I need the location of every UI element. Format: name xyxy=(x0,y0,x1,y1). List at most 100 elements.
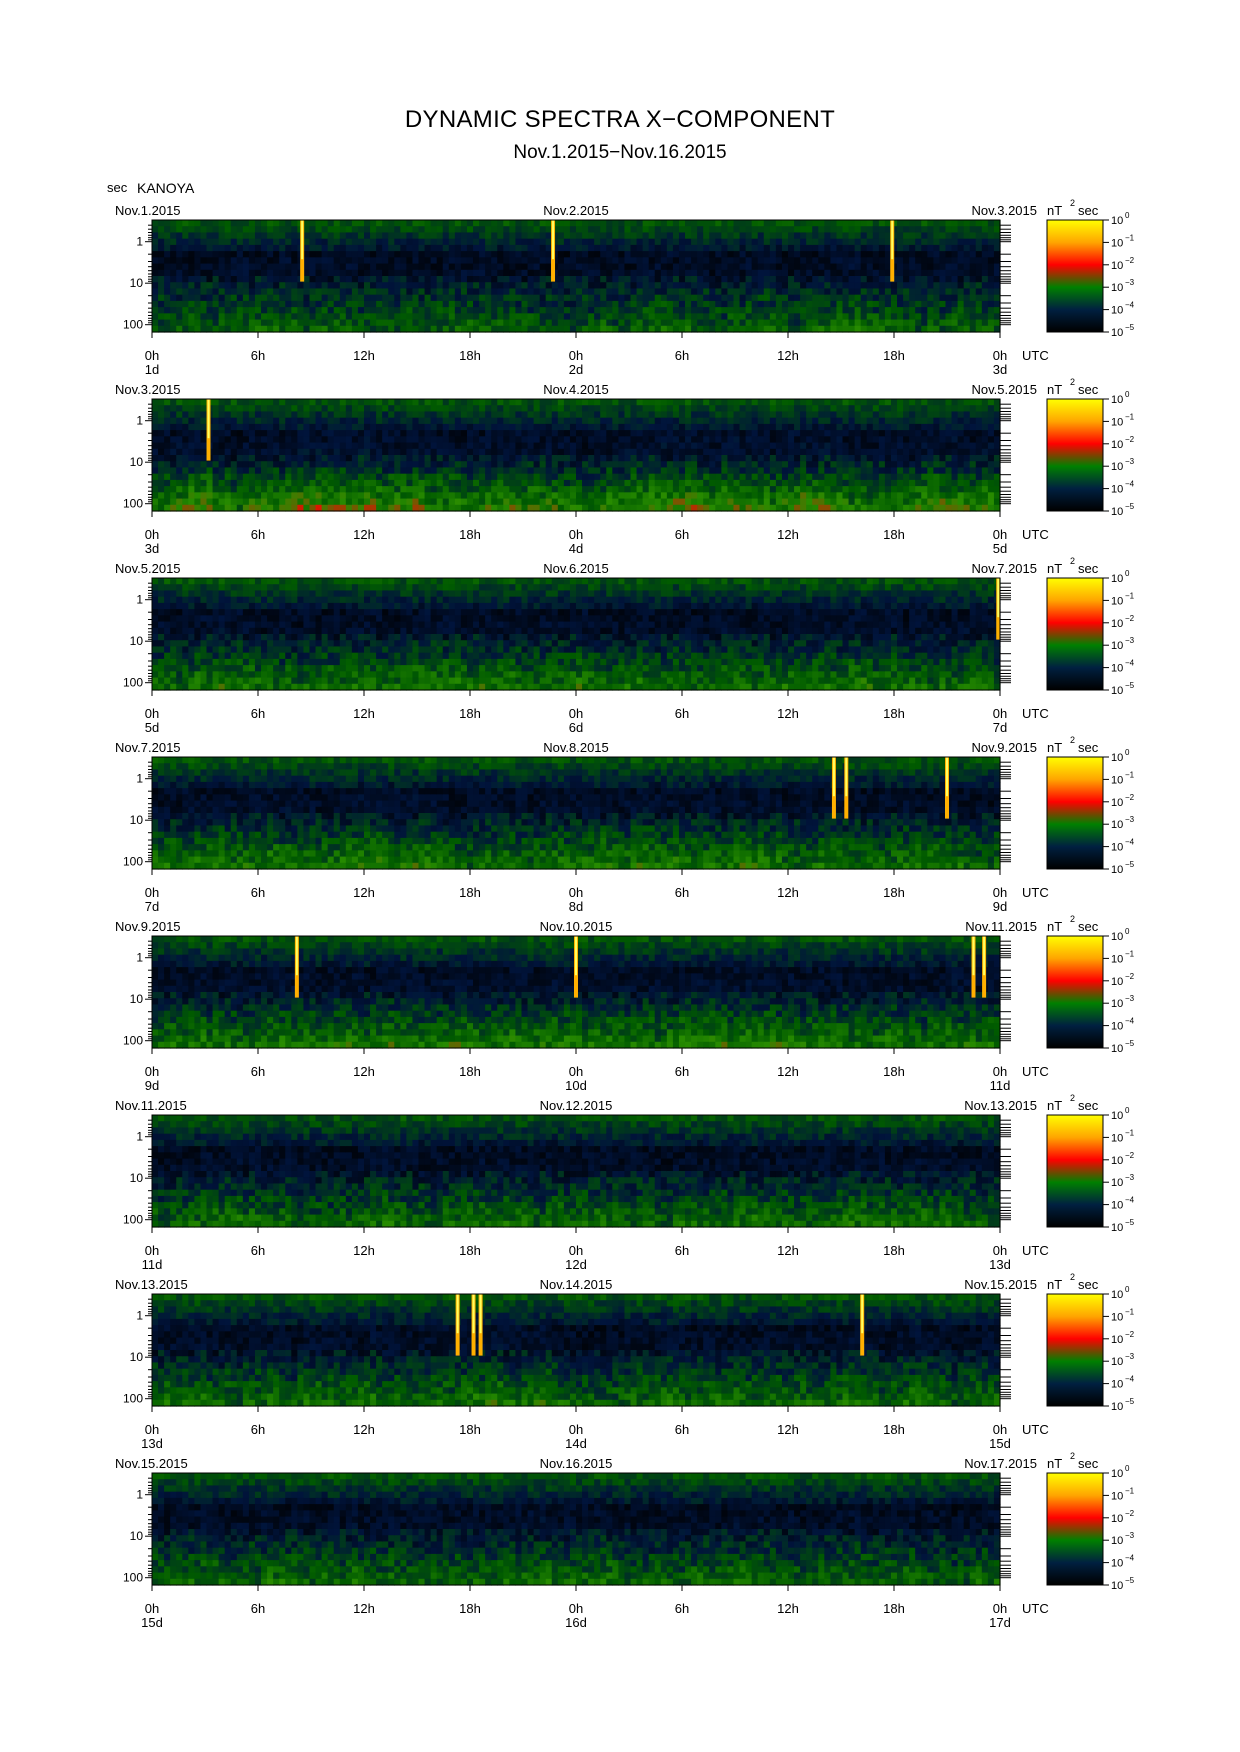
spectrogram-cell xyxy=(485,430,492,437)
spectrogram-cell xyxy=(479,411,486,419)
spectrogram-cell xyxy=(218,461,226,469)
spectrogram-cell xyxy=(539,436,547,444)
spectrogram-cell xyxy=(860,238,868,246)
spectrogram-cell xyxy=(666,269,674,277)
spectrogram-cell xyxy=(769,423,777,431)
spectrogram-cell xyxy=(254,448,262,456)
spectrogram-cell xyxy=(878,319,886,327)
spectrogram-cell xyxy=(436,220,444,227)
spectrogram-cell xyxy=(691,423,698,431)
spectrogram-cell xyxy=(715,288,722,296)
spectrogram-cell xyxy=(273,307,280,314)
spectrogram-cell xyxy=(182,319,189,327)
spectrogram-cell xyxy=(788,263,795,271)
spectrogram-cell xyxy=(981,232,989,240)
spectrogram-cell xyxy=(606,325,613,333)
spectrogram-cell xyxy=(382,325,389,333)
spectrogram-cell xyxy=(230,232,238,240)
spectrogram-cell xyxy=(824,479,831,487)
spectrogram-cell xyxy=(618,251,626,258)
spectrogram-cell xyxy=(794,417,801,425)
spectrogram-cell xyxy=(497,307,504,314)
spectrogram-cell xyxy=(788,498,795,506)
spectrogram-cell xyxy=(897,504,904,512)
spectrogram-cell xyxy=(836,232,844,240)
spectrogram-cell xyxy=(854,282,862,290)
spectrogram-cell xyxy=(951,269,959,277)
spectrogram-cell xyxy=(436,492,444,500)
spectrogram-cell xyxy=(563,467,571,475)
spectrogram-cell xyxy=(218,288,226,296)
spectrogram-cell xyxy=(963,251,971,258)
spectrogram-cell xyxy=(479,282,486,290)
spectrogram-cell xyxy=(788,294,795,302)
spectrogram-cell xyxy=(806,325,813,333)
spectrogram-cell xyxy=(588,467,595,475)
spectrogram-cell xyxy=(630,263,638,271)
spectrogram-cell xyxy=(751,492,759,500)
spectrogram-cell xyxy=(551,411,559,419)
spectrogram-cell xyxy=(884,448,892,456)
spectrogram-cell xyxy=(448,479,456,487)
spectrogram-cell xyxy=(557,325,565,333)
spectrogram-cell xyxy=(261,263,268,271)
spectrogram-cell xyxy=(370,467,377,475)
spectrogram-cell xyxy=(291,486,298,493)
spectrogram-cell xyxy=(569,325,577,333)
spectrogram-cell xyxy=(394,294,401,302)
spectrogram-cell xyxy=(436,313,444,321)
spectrogram-cell xyxy=(436,448,444,456)
spectrogram-cell xyxy=(909,473,916,481)
spectrogram-cell xyxy=(412,504,420,512)
spectrogram-cell xyxy=(521,307,529,314)
spectrogram-cell xyxy=(485,486,492,493)
spectrogram-cell xyxy=(763,492,771,500)
spectrogram-cell xyxy=(406,294,414,302)
spectrogram-cell xyxy=(242,461,250,469)
spectrogram-cell xyxy=(945,307,953,314)
spectrogram-cell xyxy=(527,399,535,406)
spectrogram-cell xyxy=(194,448,202,456)
spectrogram-cell xyxy=(939,399,947,406)
spectrogram-cell xyxy=(757,276,765,283)
spectrogram-cell xyxy=(479,307,486,314)
spectrogram-cell xyxy=(273,244,280,252)
spectrogram-cell xyxy=(781,504,789,512)
spectrogram-cell xyxy=(206,467,214,475)
spectrogram-cell xyxy=(788,448,795,456)
spectrogram-cell xyxy=(327,313,335,321)
spectrogram-cell xyxy=(291,238,298,246)
spectrogram-cell xyxy=(697,220,704,227)
spectrogram-cell xyxy=(479,492,486,500)
spectrogram-cell xyxy=(836,319,844,327)
spectrogram-cell xyxy=(975,294,983,302)
spectrogram-cell xyxy=(915,300,922,308)
spectrogram-cell xyxy=(642,399,650,406)
spectrogram-cell xyxy=(636,282,644,290)
spectrogram-cell xyxy=(303,504,311,512)
spectrogram-cell xyxy=(745,276,753,283)
spectrogram-cell xyxy=(273,461,280,469)
spectrogram-cell xyxy=(224,455,232,462)
spectrogram-cell xyxy=(830,244,838,252)
spectrogram-cell xyxy=(969,294,977,302)
spectrogram-cell xyxy=(279,220,286,227)
spectrogram-cell xyxy=(594,486,601,493)
spectrogram-cell xyxy=(442,288,450,296)
spectrogram-cell xyxy=(503,417,510,425)
spectrogram-cell xyxy=(818,325,825,333)
spectrogram-cell xyxy=(194,467,202,475)
spectrogram-cell xyxy=(884,442,892,450)
spectrogram-cell xyxy=(860,479,868,487)
spectrogram-cell xyxy=(479,405,486,413)
spectrogram-cell xyxy=(242,467,250,475)
spectrogram-cell xyxy=(533,300,541,308)
spectrogram-cell xyxy=(291,220,298,227)
spectrogram-cell xyxy=(630,319,638,327)
spectrogram-cell xyxy=(685,263,692,271)
spectrogram-cell xyxy=(551,442,559,450)
spectrogram-cell xyxy=(454,226,462,234)
spectrogram-cell xyxy=(285,448,292,456)
spectrogram-cell xyxy=(557,276,565,283)
spectrogram-cell xyxy=(557,238,565,246)
